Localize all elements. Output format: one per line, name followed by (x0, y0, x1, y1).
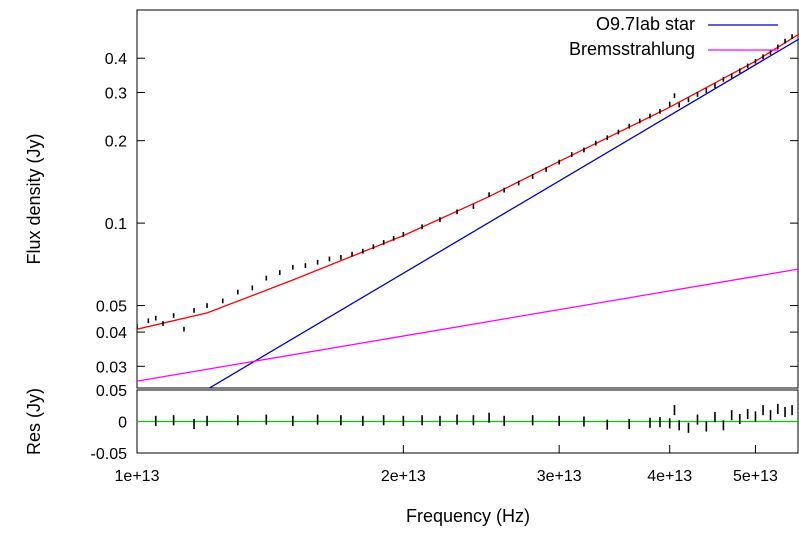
res-y-tick-label-1: 0 (118, 415, 127, 432)
res-y-axis-title: Res (Jy) (24, 388, 44, 455)
res-x-axis-title: Frequency (Hz) (406, 506, 530, 526)
flux-y-tick-label-1: 0.04 (96, 325, 127, 342)
flux-series-line-1 (137, 268, 799, 382)
flux-y-tick-label-0: 0.03 (96, 359, 127, 376)
flux-y-tick-label-3: 0.1 (105, 216, 127, 233)
flux-y-tick-label-2: 0.05 (96, 299, 127, 316)
res-x-tick-label-0: 1e+13 (115, 468, 160, 485)
flux-y-tick-label-5: 0.3 (105, 85, 127, 102)
flux-series-group (137, 33, 799, 388)
flux-series-line-2 (137, 33, 799, 330)
legend-label-star: O9.7Iab star (596, 14, 695, 34)
res-x-tick-label-4: 5e+13 (733, 468, 778, 485)
flux-y-tick-label-6: 0.4 (105, 51, 127, 68)
legend: O9.7Iab star Bremsstrahlung (569, 14, 778, 59)
res-series-group (137, 403, 799, 433)
res-x-tick-label-1: 2e+13 (381, 468, 426, 485)
flux-y-axis-title: Flux density (Jy) (24, 133, 44, 264)
flux-plot-frame (136, 9, 799, 389)
residual-panel: -0.05 0 0.05 1e+13 2e+13 3e+13 4e+13 5e+13 Res (… (24, 383, 799, 526)
flux-series-line-0 (208, 38, 799, 388)
flux-y-tick-label-4: 0.2 (105, 134, 127, 151)
res-x-tick-label-2: 3e+13 (537, 468, 582, 485)
flux-density-panel: 0.03 0.04 0.05 0.1 0.2 0.3 0.4 Flux density (Jy… (24, 9, 799, 389)
res-y-tick-label-2: 0.05 (96, 383, 127, 400)
res-x-tick-label-3: 4e+13 (647, 468, 692, 485)
res-y-tick-label-0: -0.05 (91, 446, 128, 463)
legend-label-bremsstrahlung: Bremsstrahlung (569, 39, 695, 59)
